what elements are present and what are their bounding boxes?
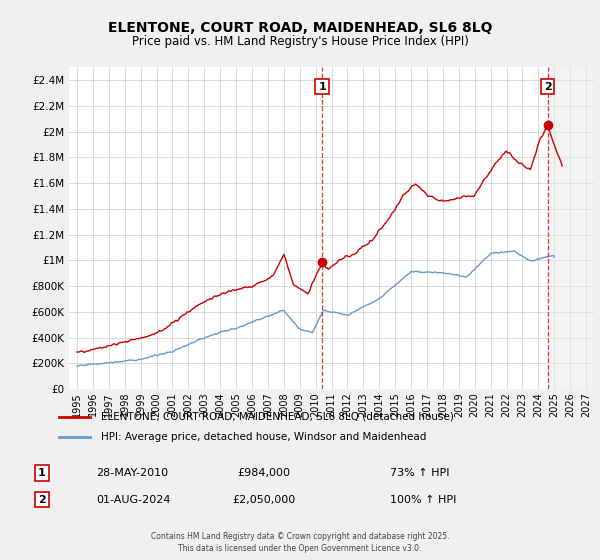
Text: £984,000: £984,000 bbox=[238, 468, 290, 478]
Text: Contains HM Land Registry data © Crown copyright and database right 2025.
This d: Contains HM Land Registry data © Crown c… bbox=[151, 532, 449, 553]
Bar bbox=[548, 67, 594, 389]
Text: 73% ↑ HPI: 73% ↑ HPI bbox=[390, 468, 449, 478]
Text: Price paid vs. HM Land Registry's House Price Index (HPI): Price paid vs. HM Land Registry's House … bbox=[131, 35, 469, 48]
Text: 2: 2 bbox=[544, 82, 551, 91]
Text: 2: 2 bbox=[38, 494, 46, 505]
Text: 01-AUG-2024: 01-AUG-2024 bbox=[96, 494, 170, 505]
Text: 1: 1 bbox=[318, 82, 326, 91]
Text: 1: 1 bbox=[38, 468, 46, 478]
Text: HPI: Average price, detached house, Windsor and Maidenhead: HPI: Average price, detached house, Wind… bbox=[101, 432, 426, 442]
Text: 28-MAY-2010: 28-MAY-2010 bbox=[96, 468, 168, 478]
Text: £2,050,000: £2,050,000 bbox=[232, 494, 296, 505]
Text: ELENTONE, COURT ROAD, MAIDENHEAD, SL6 8LQ: ELENTONE, COURT ROAD, MAIDENHEAD, SL6 8L… bbox=[108, 21, 492, 35]
Text: ELENTONE, COURT ROAD, MAIDENHEAD, SL6 8LQ (detached house): ELENTONE, COURT ROAD, MAIDENHEAD, SL6 8L… bbox=[101, 412, 454, 422]
Text: 100% ↑ HPI: 100% ↑ HPI bbox=[390, 494, 457, 505]
